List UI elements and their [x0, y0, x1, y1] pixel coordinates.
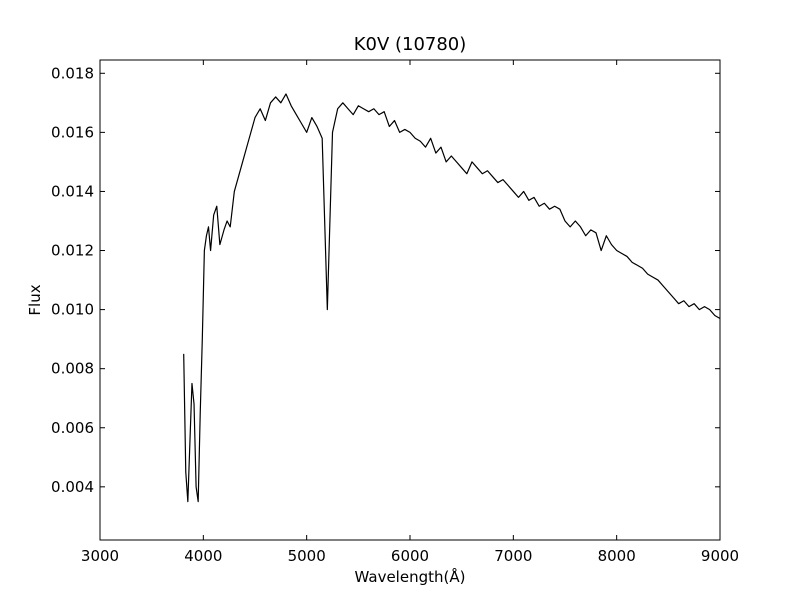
y-axis-label: Flux [26, 284, 44, 315]
x-axis-label: Wavelength(Å) [355, 567, 466, 586]
spectrum-line [183, 93, 721, 503]
axes: 3000 4000 5000 6000 7000 8000 9000 0.004 0.006 0.… [51, 59, 739, 565]
x-tick-label: 3000 [81, 547, 119, 565]
x-tick-label: 6000 [391, 547, 429, 565]
y-tick-label: 0.018 [51, 64, 94, 82]
chart-title: K0V (10780) [354, 34, 467, 55]
x-tick-label: 8000 [598, 547, 636, 565]
x-tick-label: 9000 [701, 547, 739, 565]
y-tick-label: 0.014 [51, 182, 94, 200]
x-tick-label: 5000 [288, 547, 326, 565]
y-tick-label: 0.004 [51, 478, 94, 496]
y-tick-label: 0.016 [51, 123, 94, 141]
x-tick-label: 7000 [494, 547, 532, 565]
y-tick-label: 0.010 [51, 301, 94, 319]
x-tick-label: 4000 [184, 547, 222, 565]
y-tick-label: 0.008 [51, 360, 94, 378]
plot-area [183, 93, 721, 503]
y-tick-label: 0.012 [51, 242, 94, 260]
y-tick-label: 0.006 [51, 419, 94, 437]
